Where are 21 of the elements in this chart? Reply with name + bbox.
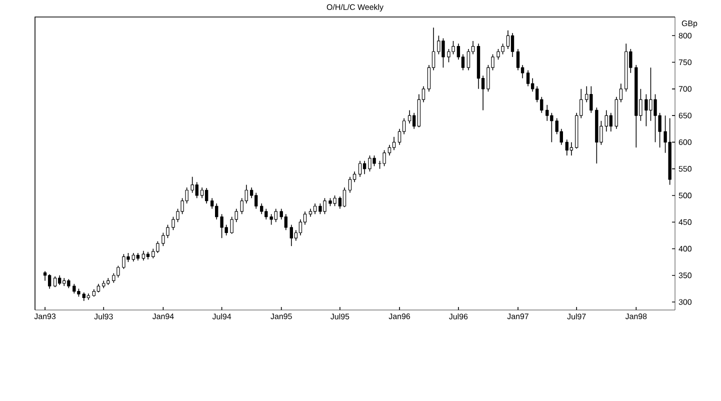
- candlestick: [204, 188, 208, 204]
- candlestick: [388, 144, 392, 156]
- candlestick: [362, 160, 366, 175]
- candlestick: [516, 48, 520, 71]
- candlestick: [510, 32, 514, 58]
- candlestick: [570, 142, 574, 156]
- candlestick: [348, 176, 352, 194]
- candlestick: [506, 30, 510, 50]
- candlestick: [48, 274, 52, 290]
- candlestick: [142, 250, 146, 261]
- candlestick: [392, 136, 396, 151]
- candlestick: [342, 187, 346, 208]
- candlestick: [466, 48, 470, 71]
- candlestick: [53, 276, 57, 288]
- candlestick: [408, 110, 412, 124]
- candlestick: [200, 187, 204, 199]
- candlestick: [358, 160, 362, 178]
- candlestick: [313, 203, 317, 215]
- candlestick: [526, 70, 530, 87]
- candlestick: [609, 112, 613, 132]
- candlestick: [412, 112, 416, 130]
